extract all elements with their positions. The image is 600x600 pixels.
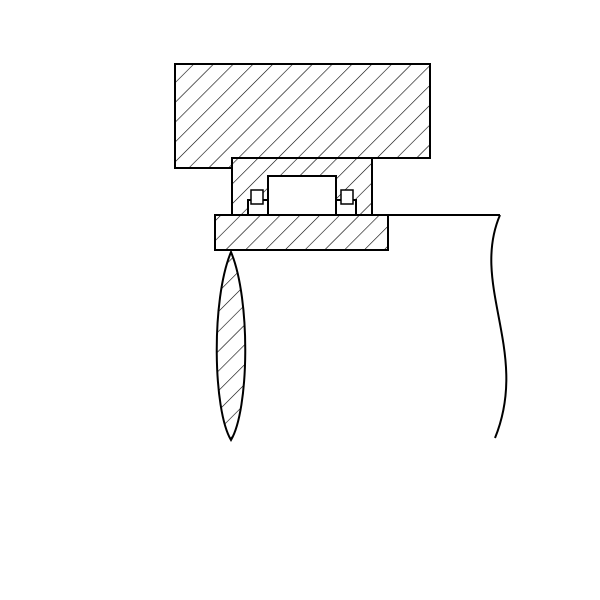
bearing-diagram bbox=[0, 0, 600, 600]
